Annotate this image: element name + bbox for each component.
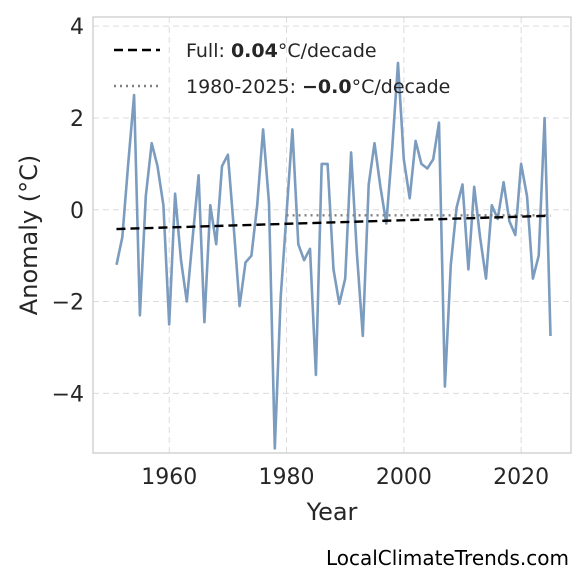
legend-entry: Full: 0.04°C/decade: [186, 40, 377, 62]
y-tick-label: 0: [70, 199, 84, 224]
plot-frame: [92, 16, 572, 454]
y-tick-label: 4: [70, 15, 84, 40]
y-tick-labels: −4 −2 0 2 4: [52, 15, 84, 407]
x-tick-label: 1960: [141, 465, 197, 490]
x-tick-label: 2020: [493, 465, 549, 490]
legend-entry: 1980-2025: −0.0°C/decade: [186, 76, 450, 98]
source-credit: LocalClimateTrends.com: [325, 546, 569, 570]
full-trend-line: [116, 214, 551, 231]
legend: Full: 0.04°C/decade 1980-2025: −0.0°C/dec…: [114, 40, 450, 98]
y-axis-label: Anomaly (°C): [15, 155, 43, 315]
grid: [93, 17, 571, 453]
x-tick-label: 2000: [376, 465, 432, 490]
series-lines: [115, 61, 552, 450]
y-tick-label: −4: [52, 382, 84, 407]
x-tick-label: 1980: [259, 465, 315, 490]
y-tick-label: 2: [70, 107, 84, 132]
x-axis-label: Year: [306, 498, 358, 526]
x-tick-labels: 1960 1980 2000 2020: [141, 465, 549, 490]
y-tick-label: −2: [52, 291, 84, 316]
anomaly-series-line: [115, 61, 552, 450]
